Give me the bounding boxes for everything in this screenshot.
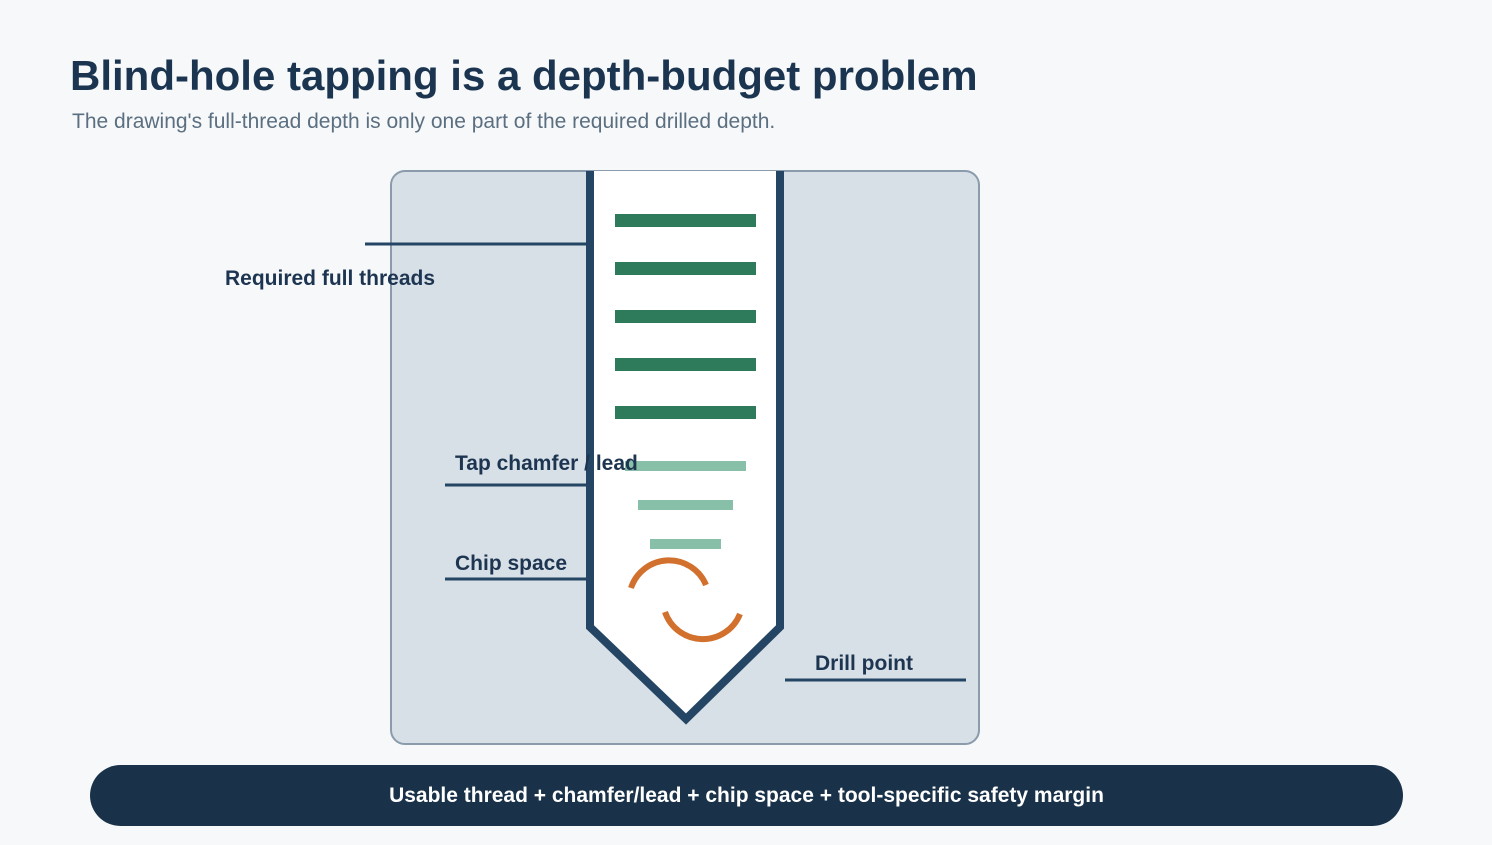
full-thread [615,262,756,275]
full-threads [615,214,756,419]
full-threads-label: Required full threads [225,267,435,290]
leader-lines [365,242,966,682]
chip-curl [662,610,743,643]
chamfer-threads [625,461,746,549]
chamfer-thread [638,500,733,510]
page-subtitle: The drawing's full-thread depth is only … [72,110,776,133]
page-title: Blind-hole tapping is a depth-budget pro… [70,52,978,99]
full-thread [615,214,756,227]
chip-curls [628,557,743,643]
chip-curl [628,557,709,590]
chamfer-label: Tap chamfer / lead [455,452,638,475]
hole-cavity [590,171,780,719]
chamfer-thread [625,461,746,471]
chamfer-thread [650,539,721,549]
hole-wall [586,171,784,725]
drill-point-label: Drill point [815,652,913,675]
full-thread [615,358,756,371]
chip-space-label: Chip space [455,552,567,575]
full-thread [615,310,756,323]
full-thread [615,406,756,419]
formula-banner: Usable thread + chamfer/lead + chip spac… [90,765,1403,826]
formula-text: Usable thread + chamfer/lead + chip spac… [389,783,1104,807]
